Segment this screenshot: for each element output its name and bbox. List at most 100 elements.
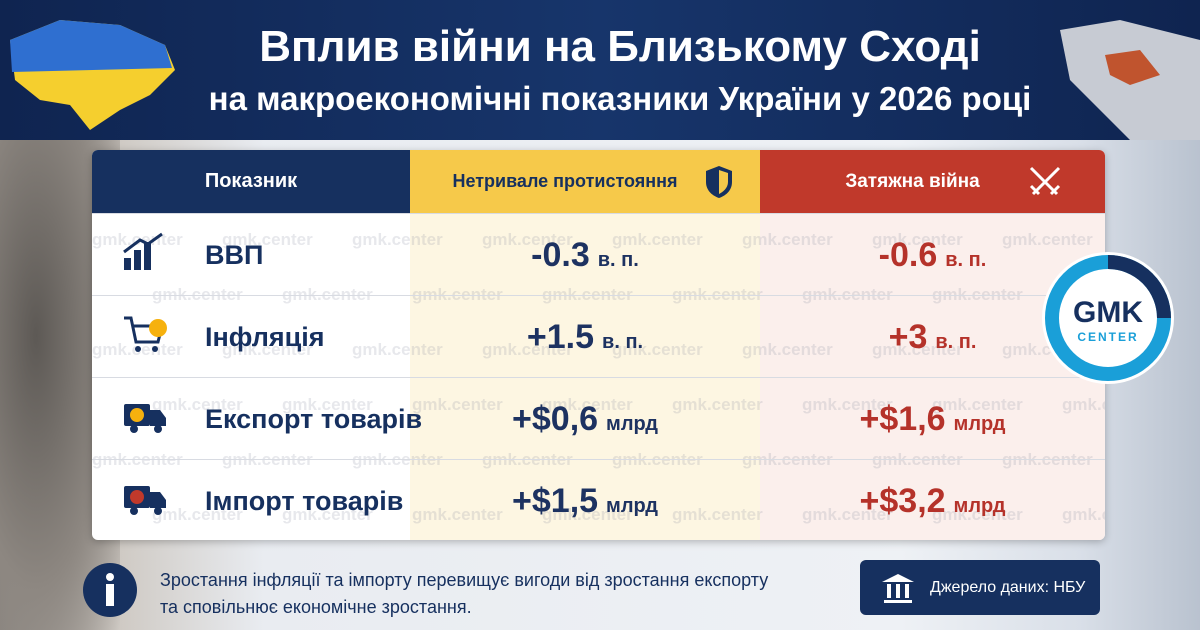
watermark: gmk.center	[152, 285, 243, 304]
table-row: ВВП -0.3 в. п. -0.6 в. п.	[92, 213, 1105, 295]
unit: в. п.	[602, 331, 644, 353]
value-cell: +3 в. п.	[760, 296, 1105, 378]
watermark: gmk.center	[672, 395, 763, 414]
shield-icon	[706, 166, 732, 198]
icon	[123, 232, 163, 270]
watermark: gmk.center	[352, 230, 443, 249]
value-cell: -0.6 в. п.	[760, 214, 1105, 296]
column-bg	[410, 150, 760, 540]
unit: в. п.	[945, 249, 987, 271]
source-box: Джерело даних: НБУ	[860, 560, 1100, 615]
icon	[124, 486, 166, 515]
note: Зростання інфляції та імпорту перевищує …	[160, 567, 768, 621]
note-line: та сповільнює економічне зростання.	[160, 597, 472, 617]
header: Вплив війни на Близькому Сході на макрое…	[0, 0, 1200, 140]
watermark: gmk.center	[282, 505, 373, 524]
column-header: Показник	[92, 150, 410, 213]
row-icon	[122, 478, 170, 522]
value-cell: +$1,6 млрд	[760, 378, 1105, 460]
watermark: gmk.center	[412, 285, 503, 304]
unit: в. п.	[597, 249, 639, 271]
column-bg	[760, 150, 1105, 540]
watermark: gmk.center	[872, 230, 963, 249]
icon	[124, 404, 166, 433]
table-row: Інфляція +1.5 в. п. +3 в. п.	[92, 295, 1105, 377]
watermark: gmk.center	[542, 505, 633, 524]
unit: млрд	[606, 495, 658, 517]
value-cell: +$3,2 млрд	[760, 460, 1105, 540]
value: -0.6	[878, 236, 938, 274]
unit: млрд	[606, 413, 658, 435]
value: +$1,6	[859, 400, 946, 438]
swords-icon	[1029, 166, 1061, 196]
watermark: gmk.center	[742, 230, 833, 249]
watermark: gmk.center	[672, 285, 763, 304]
row-icon	[122, 396, 170, 440]
value-cell: +1.5 в. п.	[410, 296, 760, 378]
watermark: gmk.center	[152, 395, 243, 414]
value-cell: +$1,5 млрд	[410, 460, 760, 540]
row-label: Експорт товарів	[205, 403, 423, 434]
logo-text: CENTER	[1077, 330, 1138, 344]
watermark: gmk.center	[612, 230, 703, 249]
source: Джерело даних: НБУ	[930, 578, 1086, 596]
watermark: gmk.center	[872, 340, 963, 359]
watermark: gmk.center	[612, 340, 703, 359]
watermark: gmk.center	[152, 505, 243, 524]
unit: в. п.	[935, 331, 977, 353]
row-label: Інфляція	[205, 321, 325, 352]
watermark: gmk.center	[1002, 230, 1093, 249]
watermark: gmk.center	[412, 505, 503, 524]
unit: млрд	[953, 495, 1006, 517]
value: -0.3	[531, 236, 590, 274]
ukraine-map	[10, 20, 175, 130]
watermark: gmk.center	[282, 395, 373, 414]
watermarks: gmk.center gmk.center gmk.center gmk.center…	[92, 150, 1105, 540]
table-row: Імпорт товарів +$1,5 млрд +$3,2 млрд	[92, 459, 1105, 540]
note-line: Зростання інфляції та імпорту перевищує …	[160, 570, 769, 590]
value: +3	[888, 318, 928, 356]
unit: млрд	[953, 413, 1006, 435]
value: +$0,6	[512, 400, 599, 438]
watermark: gmk.center	[1062, 395, 1105, 414]
table: gmk.center gmk.center gmk.center gmk.center…	[92, 150, 1105, 540]
watermark: gmk.center	[222, 230, 313, 249]
value: +1.5	[526, 318, 595, 356]
watermark: gmk.center	[932, 395, 1023, 414]
watermark: gmk.center	[482, 230, 573, 249]
watermark: gmk.center	[802, 285, 893, 304]
watermark: gmk.center	[412, 395, 503, 414]
watermark: gmk.center	[352, 340, 443, 359]
watermark: gmk.center	[1062, 505, 1105, 524]
watermark: gmk.center	[932, 505, 1023, 524]
watermark: gmk.center	[542, 285, 633, 304]
table-row: Експорт товарів +$0,6 млрд +$1,6 млрд	[92, 377, 1105, 459]
row-icon	[122, 232, 170, 276]
watermark: gmk.center	[542, 395, 633, 414]
middle-east-map	[1060, 20, 1200, 140]
watermark: gmk.center	[932, 285, 1023, 304]
column-header: Нетривале протистояння	[410, 150, 760, 213]
logo: GMK CENTER	[1042, 252, 1174, 384]
value: +$3,2	[859, 482, 946, 520]
value-cell: -0.3 в. п.	[410, 214, 760, 296]
bank-icon	[882, 574, 914, 603]
logo-text: GMK	[1073, 296, 1143, 329]
watermark: gmk.center	[282, 285, 373, 304]
watermark: gmk.center	[802, 505, 893, 524]
value-cell: +$0,6 млрд	[410, 378, 760, 460]
watermark: gmk.center	[742, 340, 833, 359]
watermark: gmk.center	[482, 340, 573, 359]
title-line: на макроекономічні показники України у 2…	[208, 80, 1032, 117]
row-icon	[122, 314, 170, 358]
watermark: gmk.center	[802, 395, 893, 414]
info-icon	[83, 563, 137, 617]
watermark: gmk.center	[672, 505, 763, 524]
title-line: Вплив війни на Близькому Сході	[259, 22, 981, 71]
icon	[124, 316, 167, 352]
watermark: gmk.center	[222, 340, 313, 359]
row-label: ВВП	[205, 239, 264, 270]
value: +$1,5	[512, 482, 599, 520]
row-label: Імпорт товарів	[205, 485, 404, 516]
